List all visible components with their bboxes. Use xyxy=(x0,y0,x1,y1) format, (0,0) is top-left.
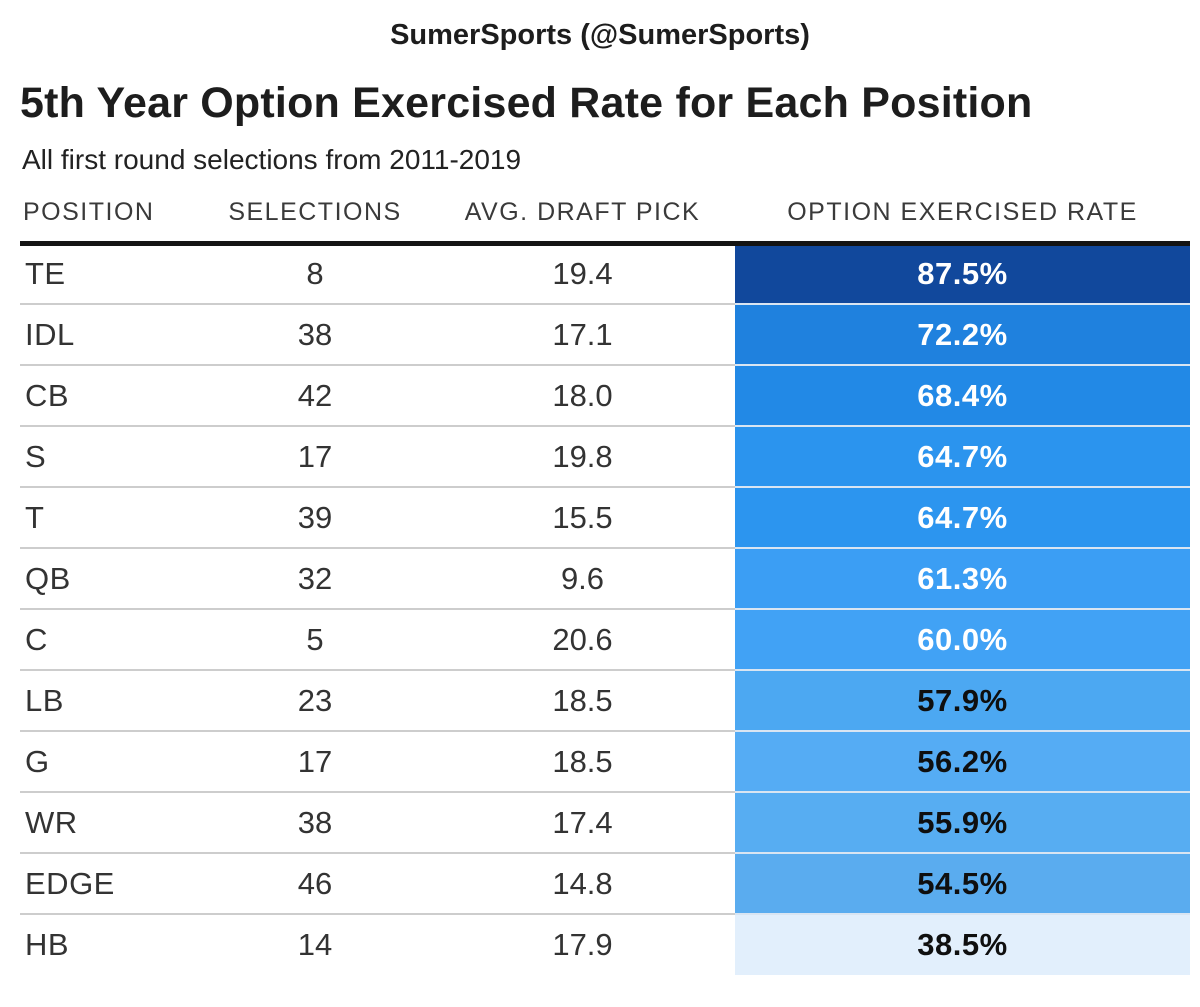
position-cell: IDL xyxy=(20,303,200,365)
selections-cell: 17 xyxy=(200,425,430,487)
avg-draft-pick-cell: 17.4 xyxy=(430,791,735,853)
position-cell: WR xyxy=(20,791,200,853)
selections-cell: 17 xyxy=(200,730,430,792)
table-row: QB 32 9.6 61.3% xyxy=(20,547,1190,609)
selections-cell: 39 xyxy=(200,486,430,548)
positions-table: POSITION SELECTIONS AVG. DRAFT PICK OPTI… xyxy=(20,177,1190,975)
selections-cell: 38 xyxy=(200,791,430,853)
selections-cell: 14 xyxy=(200,913,430,975)
avg-draft-pick-cell: 18.0 xyxy=(430,364,735,426)
rate-cell: 61.3% xyxy=(735,547,1190,609)
rate-cell: 54.5% xyxy=(735,852,1190,914)
rate-cell: 38.5% xyxy=(735,913,1190,975)
avg-draft-pick-cell: 14.8 xyxy=(430,852,735,914)
position-cell: QB xyxy=(20,547,200,609)
position-cell: G xyxy=(20,730,200,792)
table-row: G 17 18.5 56.2% xyxy=(20,730,1190,792)
avg-draft-pick-cell: 17.9 xyxy=(430,913,735,975)
rate-cell: 72.2% xyxy=(735,303,1190,365)
avg-draft-pick-cell: 18.5 xyxy=(430,730,735,792)
column-header-position: POSITION xyxy=(23,197,155,226)
position-cell: T xyxy=(20,486,200,548)
selections-cell: 5 xyxy=(200,608,430,670)
selections-cell: 8 xyxy=(306,256,324,292)
table-body: TE 8 19.4 87.5% IDL 38 17.1 72.2% CB 42 … xyxy=(20,243,1190,975)
rate-cell: 56.2% xyxy=(735,730,1190,792)
attribution: SumerSports (@SumerSports) xyxy=(390,19,810,51)
rate-cell: 64.7% xyxy=(735,425,1190,487)
rate-cell: 68.4% xyxy=(735,364,1190,426)
avg-draft-pick-cell: 19.8 xyxy=(430,425,735,487)
table-row: LB 23 18.5 57.9% xyxy=(20,669,1190,731)
subtitle: All first round selections from 2011-201… xyxy=(22,144,522,175)
table-row: CB 42 18.0 68.4% xyxy=(20,364,1190,426)
table-row: IDL 38 17.1 72.2% xyxy=(20,303,1190,365)
table-row: EDGE 46 14.8 54.5% xyxy=(20,852,1190,914)
table-row: S 17 19.8 64.7% xyxy=(20,425,1190,487)
table-row: T 39 15.5 64.7% xyxy=(20,486,1190,548)
selections-cell: 38 xyxy=(200,303,430,365)
rate-cell: 64.7% xyxy=(735,486,1190,548)
column-header-selections: SELECTIONS xyxy=(228,197,402,226)
rate-cell: 55.9% xyxy=(735,791,1190,853)
table-row: TE 8 19.4 87.5% xyxy=(20,243,1190,304)
page-title: 5th Year Option Exercised Rate for Each … xyxy=(20,79,1033,127)
selections-cell: 23 xyxy=(200,669,430,731)
column-header-avg-draft-pick: AVG. DRAFT PICK xyxy=(464,197,701,226)
selections-cell: 42 xyxy=(200,364,430,426)
avg-draft-pick-cell: 20.6 xyxy=(430,608,735,670)
rate-cell: 57.9% xyxy=(735,669,1190,731)
position-cell: C xyxy=(20,608,200,670)
position-cell: CB xyxy=(20,364,200,426)
rate-cell: 87.5% xyxy=(735,243,1190,304)
position-cell: HB xyxy=(20,913,200,975)
avg-draft-pick-cell: 15.5 xyxy=(430,486,735,548)
column-header-option-exercised-rate: OPTION EXERCISED RATE xyxy=(787,197,1138,226)
selections-cell: 46 xyxy=(200,852,430,914)
selections-cell: 32 xyxy=(200,547,430,609)
table-row: WR 38 17.4 55.9% xyxy=(20,791,1190,853)
position-cell: S xyxy=(20,425,200,487)
position-cell: EDGE xyxy=(20,852,200,914)
avg-draft-pick-cell: 18.5 xyxy=(430,669,735,731)
table-row: C 5 20.6 60.0% xyxy=(20,608,1190,670)
position-cell: TE xyxy=(25,256,66,292)
table-row: HB 14 17.9 38.5% xyxy=(20,913,1190,975)
position-cell: LB xyxy=(20,669,200,731)
avg-draft-pick-cell: 17.1 xyxy=(430,303,735,365)
avg-draft-pick-cell: 19.4 xyxy=(552,256,613,292)
table-header: POSITION SELECTIONS AVG. DRAFT PICK OPTI… xyxy=(20,177,1190,243)
rate-cell: 60.0% xyxy=(735,608,1190,670)
avg-draft-pick-cell: 9.6 xyxy=(430,547,735,609)
